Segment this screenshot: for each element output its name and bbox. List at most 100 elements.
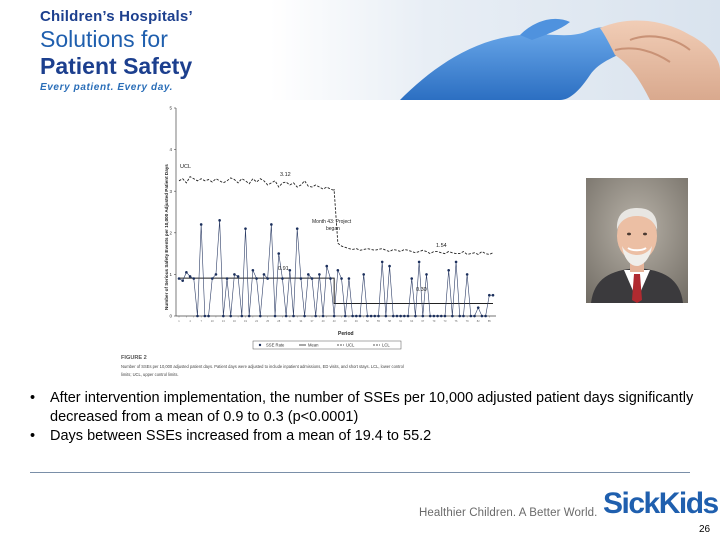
sse-data-point <box>340 277 343 280</box>
sse-data-point <box>292 314 295 318</box>
hands-photo-image <box>270 0 720 100</box>
logo-line-1: Children’s Hospitals’ <box>40 8 193 25</box>
logo-tagline: Every patient. Every day. <box>40 82 174 93</box>
sse-data-point <box>299 277 303 280</box>
x-tick-label: 49 <box>355 319 358 323</box>
x-tick-label: 55 <box>377 319 380 323</box>
sse-data-point <box>473 314 476 318</box>
sse-data-point <box>258 314 262 318</box>
sse-data-point <box>229 314 233 318</box>
sse-data-point <box>451 314 454 318</box>
sse-data-point <box>491 293 495 297</box>
sse-data-point <box>443 314 447 318</box>
sse-data-point <box>306 273 310 276</box>
sse-series-line <box>178 220 493 317</box>
x-tick-label: 46 <box>344 319 347 323</box>
sse-data-point <box>207 314 210 318</box>
x-tick-label: 52 <box>366 319 369 323</box>
x-axis-label: Period <box>338 331 354 337</box>
sse-data-point <box>358 314 362 318</box>
sse-data-point <box>251 268 255 272</box>
sse-data-point <box>236 275 240 278</box>
sse-data-point <box>222 314 225 318</box>
x-tick-label: 4 <box>189 319 191 323</box>
sse-data-point <box>388 264 391 268</box>
sse-data-point <box>362 273 366 276</box>
sse-data-point <box>469 314 473 318</box>
sse-data-point <box>488 293 491 297</box>
y-tick-label: 1 <box>169 272 172 277</box>
header-banner: Children’s Hospitals’ Solutions for Pati… <box>0 0 720 100</box>
sse-data-point <box>177 277 181 280</box>
legend-label: SSE Rate <box>266 343 285 348</box>
logo-line-3: Patient Safety <box>40 53 193 79</box>
x-tick-label: 34 <box>299 319 302 323</box>
sse-data-point <box>465 273 469 276</box>
y-tick-label: 2 <box>169 230 172 235</box>
x-tick-label: 37 <box>311 319 314 323</box>
ucl-before-label: 3.12 <box>280 172 291 178</box>
x-tick-label: 10 <box>211 319 214 323</box>
bullet-list: • After intervention implementation, the… <box>30 389 700 446</box>
sse-data-point <box>484 314 487 318</box>
presenter-portrait-image <box>586 178 688 303</box>
logo-line-2: Solutions for <box>40 26 168 52</box>
sse-data-point <box>432 314 436 318</box>
page-number: 26 <box>699 524 711 535</box>
figure-caption-line2: limits; UCL, upper control limits. <box>121 372 179 377</box>
x-tick-label: 70 <box>432 319 435 323</box>
x-tick-label: 22 <box>255 319 258 323</box>
x-tick-label: 43 <box>333 319 336 323</box>
sse-data-point <box>414 314 417 318</box>
legend-label: Mean <box>308 343 319 348</box>
legend-swatch <box>258 343 262 347</box>
sse-data-point <box>284 314 288 318</box>
sse-data-point <box>480 314 484 318</box>
sse-data-point <box>377 314 380 318</box>
sse-data-point <box>417 260 421 264</box>
x-tick-label: 58 <box>388 319 391 323</box>
sse-data-point <box>421 314 425 318</box>
x-tick-label: 79 <box>466 319 469 323</box>
sse-data-point <box>273 314 277 318</box>
list-item: • Days between SSEs increased from a mea… <box>30 427 700 446</box>
sse-data-point <box>255 277 258 280</box>
sse-data-point <box>336 268 340 272</box>
sse-data-point <box>288 268 292 272</box>
chart-legend: SSE Rate Mean UCL LCL <box>252 340 402 350</box>
sse-data-point <box>436 314 439 318</box>
y-axis-label: Number of Serious Safety Events per 10,0… <box>164 164 169 310</box>
bullet-text: After intervention implementation, the n… <box>50 390 694 425</box>
sse-data-point <box>192 277 196 280</box>
y-tick-label: 5 <box>169 106 172 111</box>
ucl-series-line <box>178 176 494 255</box>
sse-data-point <box>214 273 218 276</box>
x-tick-label: 16 <box>233 319 236 323</box>
sse-data-point <box>355 314 358 318</box>
sse-data-point <box>218 219 221 222</box>
sse-data-point <box>373 314 377 318</box>
y-tick-label: 3 <box>169 189 172 194</box>
ucl-after-label: 1.54 <box>436 243 447 249</box>
cheps-logo: Children’s Hospitals’ Solutions for Pati… <box>34 6 224 98</box>
sse-data-point <box>240 314 244 318</box>
sse-data-point <box>332 314 336 318</box>
legend-box <box>252 340 402 350</box>
sse-data-point <box>185 271 188 274</box>
project-annotation-line2: began <box>326 226 340 232</box>
sse-data-point <box>369 314 373 318</box>
bullet-marker: • <box>30 390 36 406</box>
sse-data-point <box>203 314 207 318</box>
divider <box>30 472 690 473</box>
y-tick-label: 0 <box>169 314 172 319</box>
x-tick-label: 85 <box>488 319 491 323</box>
sse-data-point <box>462 314 465 318</box>
sse-data-point <box>447 268 450 272</box>
sse-data-point <box>399 314 402 318</box>
list-item: • After intervention implementation, the… <box>30 389 700 427</box>
sse-data-point <box>225 277 229 280</box>
x-tick-label: 31 <box>288 319 291 323</box>
sse-data-point <box>244 227 247 230</box>
sse-data-point <box>343 314 347 318</box>
sse-data-point <box>366 314 369 318</box>
